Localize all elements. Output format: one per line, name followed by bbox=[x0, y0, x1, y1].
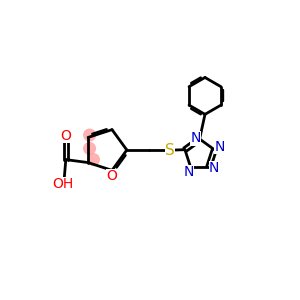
Text: O: O bbox=[106, 169, 117, 183]
Text: S: S bbox=[165, 142, 175, 158]
Circle shape bbox=[83, 142, 96, 155]
Text: N: N bbox=[214, 140, 225, 154]
Text: OH: OH bbox=[52, 177, 74, 191]
Text: O: O bbox=[60, 129, 71, 143]
Circle shape bbox=[83, 128, 96, 142]
Circle shape bbox=[87, 153, 100, 166]
Text: N: N bbox=[184, 165, 194, 179]
Text: N: N bbox=[209, 161, 219, 176]
Text: N: N bbox=[190, 131, 201, 146]
